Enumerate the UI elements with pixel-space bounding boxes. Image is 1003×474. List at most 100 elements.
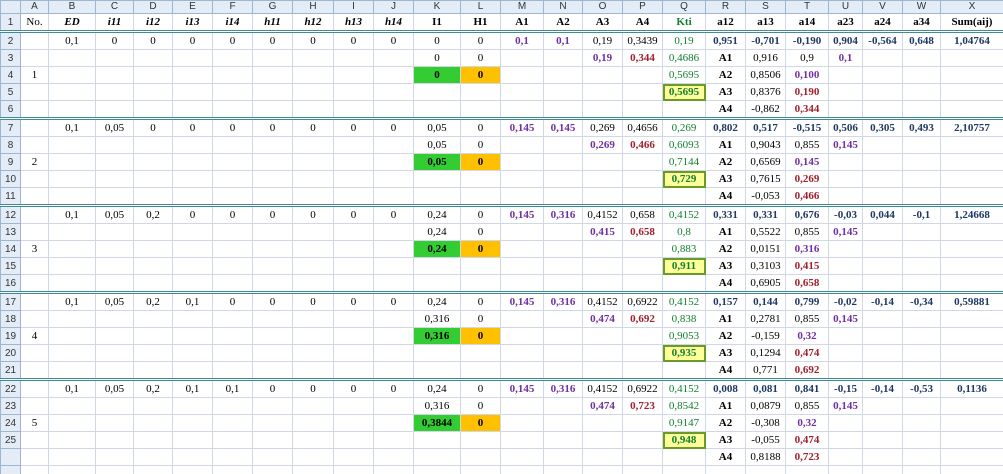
cell bbox=[902, 187, 941, 206]
cell bbox=[48, 136, 96, 154]
cell bbox=[543, 310, 583, 328]
cell bbox=[373, 344, 414, 362]
header-cell: a24 bbox=[862, 13, 903, 32]
cell: A3 bbox=[705, 83, 746, 101]
header-cell: Kti bbox=[662, 13, 706, 32]
cell bbox=[828, 83, 863, 101]
cell bbox=[172, 361, 213, 380]
cell bbox=[500, 49, 544, 67]
cell bbox=[252, 240, 293, 258]
cell: 0,1 bbox=[48, 378, 96, 398]
cell: 0,0879 bbox=[745, 397, 786, 415]
header-cell: A3 bbox=[582, 13, 623, 32]
cell: 0 bbox=[172, 204, 213, 224]
cell bbox=[95, 327, 134, 345]
cell: 0 bbox=[252, 30, 293, 50]
cell: 0,723 bbox=[785, 448, 829, 466]
cell bbox=[373, 361, 414, 380]
cell bbox=[133, 465, 173, 474]
cell: 0,316 bbox=[413, 397, 461, 415]
column-letter: M bbox=[500, 0, 544, 14]
cell bbox=[212, 310, 253, 328]
cell: 0,474 bbox=[785, 344, 829, 362]
cell bbox=[500, 240, 544, 258]
cell bbox=[543, 187, 583, 206]
cell bbox=[940, 240, 1003, 258]
cell bbox=[333, 83, 374, 101]
sheet-row: 11 A4 -0,053 0,466 bbox=[0, 187, 1003, 206]
cell bbox=[212, 327, 253, 345]
cell: 0,1136 bbox=[940, 378, 1003, 398]
cell bbox=[95, 465, 134, 474]
cell bbox=[413, 83, 461, 101]
cell bbox=[252, 414, 293, 432]
column-letter: D bbox=[133, 0, 173, 14]
cell bbox=[582, 361, 623, 380]
cell: 1 bbox=[20, 66, 49, 84]
cell: 0,4152 bbox=[582, 378, 623, 398]
cell: 0,4686 bbox=[662, 49, 706, 67]
cell bbox=[20, 378, 49, 398]
cell bbox=[95, 100, 134, 119]
cell: 0,9053 bbox=[662, 327, 706, 345]
cell: 0,5695 bbox=[662, 66, 706, 84]
cell: 0,145 bbox=[500, 204, 544, 224]
cell bbox=[95, 448, 134, 466]
cell: A2 bbox=[705, 327, 746, 345]
cell: 0,904 bbox=[828, 30, 863, 50]
cell bbox=[292, 187, 334, 206]
cell bbox=[20, 223, 49, 241]
cell bbox=[460, 83, 501, 101]
corner-cell bbox=[0, 0, 21, 14]
cell bbox=[940, 414, 1003, 432]
cell bbox=[133, 136, 173, 154]
cell bbox=[252, 257, 293, 275]
cell bbox=[413, 257, 461, 275]
cell bbox=[212, 448, 253, 466]
cell bbox=[48, 361, 96, 380]
cell: 0,6569 bbox=[745, 153, 786, 171]
cell: 0,916 bbox=[745, 49, 786, 67]
cell: 0,658 bbox=[785, 274, 829, 293]
cell bbox=[460, 344, 501, 362]
cell bbox=[133, 223, 173, 241]
cell bbox=[252, 344, 293, 362]
row-number: 21 bbox=[0, 361, 21, 380]
cell: 0,474 bbox=[785, 431, 829, 449]
cell bbox=[133, 274, 173, 293]
cell bbox=[785, 465, 829, 474]
cell: 0 bbox=[333, 117, 374, 137]
cell bbox=[212, 240, 253, 258]
cell bbox=[172, 240, 213, 258]
cell bbox=[543, 344, 583, 362]
column-letter: G bbox=[252, 0, 293, 14]
cell bbox=[500, 170, 544, 188]
cell bbox=[940, 327, 1003, 345]
cell bbox=[902, 397, 941, 415]
cell: 0,1 bbox=[500, 30, 544, 50]
cell: 0,344 bbox=[785, 100, 829, 119]
sheet-row: 7 0,1 0,05 0 0 0 0 0 0 0 0,05 0 0,145 0,145 0,269 0,465… bbox=[0, 117, 1003, 137]
cell bbox=[95, 414, 134, 432]
cell bbox=[662, 361, 706, 380]
cell bbox=[172, 310, 213, 328]
cell: 0,7615 bbox=[745, 170, 786, 188]
cell bbox=[543, 170, 583, 188]
cell bbox=[333, 274, 374, 293]
cell bbox=[413, 274, 461, 293]
row-number: 23 bbox=[0, 397, 21, 415]
cell bbox=[500, 66, 544, 84]
cell: 0 bbox=[373, 30, 414, 50]
cell bbox=[252, 465, 293, 474]
cell bbox=[622, 414, 663, 432]
cell: 0,5522 bbox=[745, 223, 786, 241]
cell bbox=[252, 448, 293, 466]
cell bbox=[745, 465, 786, 474]
cell bbox=[582, 431, 623, 449]
cell: 0 bbox=[252, 204, 293, 224]
header-cell: A2 bbox=[543, 13, 583, 32]
row-number: 18 bbox=[0, 310, 21, 328]
cell: 0,1 bbox=[828, 49, 863, 67]
cell: A4 bbox=[705, 274, 746, 293]
cell: 0,855 bbox=[785, 136, 829, 154]
